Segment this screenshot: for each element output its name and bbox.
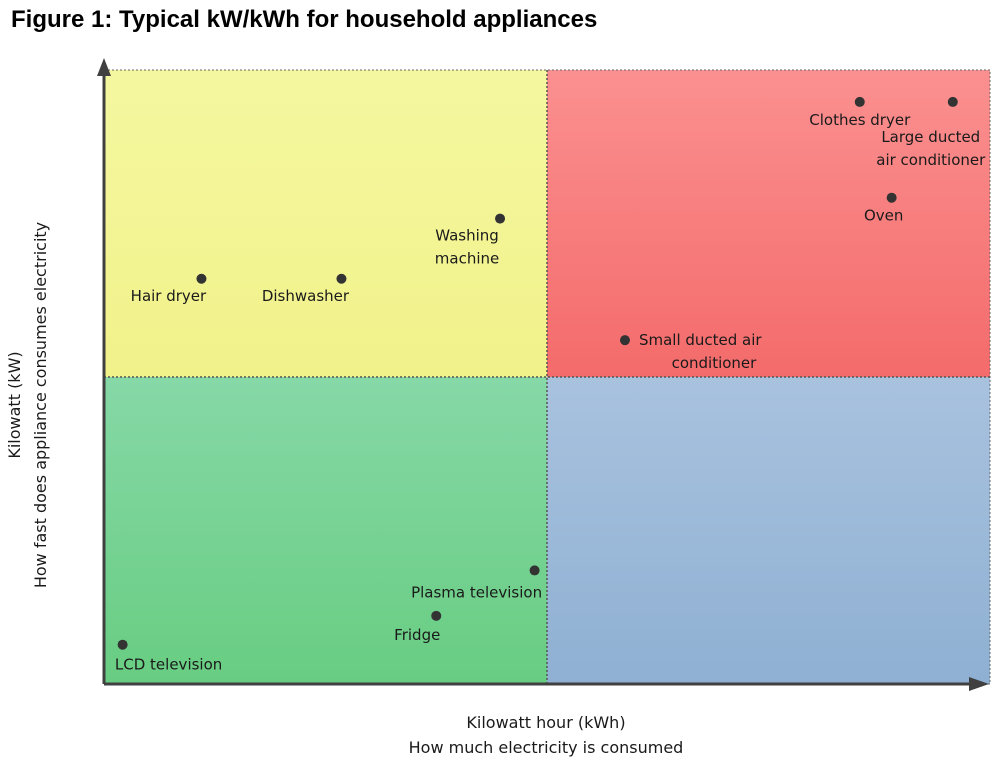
quadrant-top-left [104,70,547,377]
point-plasma-television: Plasma television [411,565,542,601]
x-axis-label-1: Kilowatt hour (kWh) [466,713,625,732]
y-axis-label-2: How fast does appliance consumes electri… [31,222,50,588]
point-clothes-dryer: Clothes dryer [809,96,911,129]
marker-plasma-television [529,565,540,576]
point-lcd-television: LCD television [115,639,222,674]
y-axis-label-1: Kilowatt (kW) [5,351,24,458]
marker-hair-dryer [196,273,207,284]
label-fridge-1: Fridge [394,626,440,644]
marker-small-ducted-air-conditioner [619,335,630,346]
marker-lcd-television [117,639,128,650]
label-hair-dryer-1: Hair dryer [131,287,207,305]
label-small-ducted-air-conditioner-1: Small ducted air [639,331,762,349]
label-large-ducted-air-conditioner-1: Large ducted [881,128,980,146]
point-fridge: Fridge [394,610,442,644]
point-large-ducted-air-conditioner: Large ducted air conditioner [876,96,986,169]
quadrant-top-right [547,70,990,377]
point-washing-machine: Washing machine [435,213,506,268]
label-lcd-television-1: LCD television [115,656,222,674]
label-small-ducted-air-conditioner-2: conditioner [672,354,758,372]
figure-title: Figure 1: Typical kW/kWh for household a… [11,6,598,33]
marker-oven [886,192,897,203]
label-washing-machine-2: machine [435,250,499,268]
quadrant-bottom-left [104,377,547,684]
point-dishwasher: Dishwasher [262,273,350,305]
marker-large-ducted-air-conditioner [947,96,958,107]
label-dishwasher-1: Dishwasher [262,287,350,305]
quadrant-bottom-right [547,377,990,684]
marker-washing-machine [495,213,506,224]
label-oven-1: Oven [864,207,903,225]
x-axis-label-2: How much electricity is consumed [409,738,684,757]
label-large-ducted-air-conditioner-2: air conditioner [876,151,986,169]
marker-fridge [431,610,442,621]
label-washing-machine-1: Washing [435,227,499,245]
point-hair-dryer: Hair dryer [131,273,207,305]
point-oven: Oven [864,192,903,225]
label-clothes-dryer-1: Clothes dryer [809,111,911,129]
label-plasma-television-1: Plasma television [411,583,542,601]
y-axis-arrow [97,58,111,76]
marker-dishwasher [336,273,347,284]
x-axis-arrow [969,677,989,691]
point-small-ducted-air-conditioner: Small ducted air conditioner [619,331,762,372]
marker-clothes-dryer [854,96,865,107]
